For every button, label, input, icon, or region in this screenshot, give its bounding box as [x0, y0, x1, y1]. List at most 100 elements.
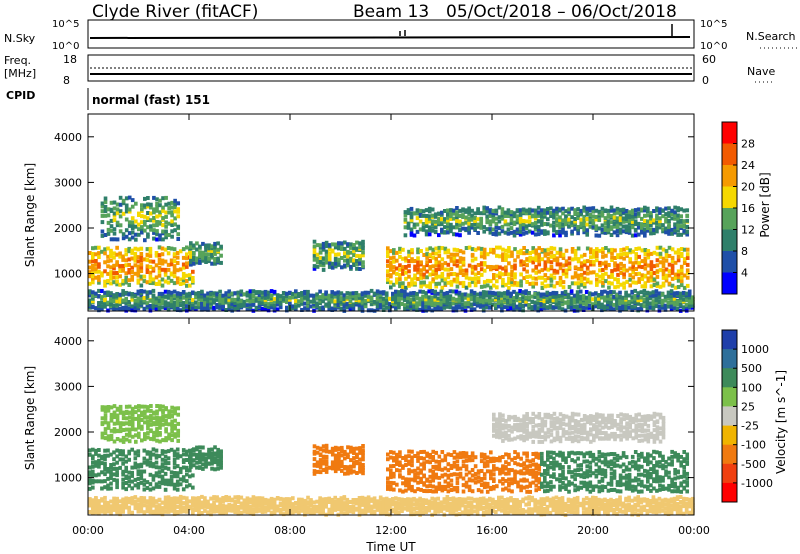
data-cell	[582, 270, 587, 275]
data-cell	[409, 217, 414, 222]
data-cell	[103, 427, 108, 432]
data-cell	[173, 228, 177, 233]
data-cell	[416, 250, 420, 255]
data-cell	[466, 304, 471, 309]
data-cell	[427, 206, 432, 211]
data-cell	[154, 482, 159, 487]
data-cell	[428, 483, 433, 488]
data-cell	[149, 205, 153, 210]
data-cell	[600, 289, 604, 294]
colorbar-tick-label: 12	[741, 224, 755, 237]
data-cell	[537, 246, 542, 251]
data-cell	[118, 438, 123, 443]
data-cell	[430, 295, 435, 300]
data-cell	[115, 262, 119, 267]
data-cell	[485, 220, 490, 225]
data-cell	[127, 268, 132, 272]
data-cell	[531, 276, 536, 281]
data-cell	[148, 487, 153, 492]
data-cell	[178, 308, 183, 313]
data-cell	[140, 424, 144, 429]
data-cell	[167, 434, 171, 439]
data-cell	[543, 222, 547, 226]
data-cell	[573, 488, 577, 493]
data-cell	[518, 219, 523, 224]
data-cell	[431, 472, 436, 476]
data-cell	[398, 284, 402, 289]
data-cell	[115, 406, 120, 411]
nsearch-label: N.Search	[746, 30, 796, 43]
data-cell	[489, 469, 493, 474]
data-cell	[464, 451, 469, 456]
data-cell	[200, 289, 204, 294]
data-cell	[327, 304, 332, 309]
data-cell	[492, 247, 496, 252]
data-cell	[436, 291, 441, 296]
data-cell	[134, 232, 138, 237]
data-cell	[461, 476, 466, 481]
data-cell	[597, 489, 602, 494]
data-cell	[154, 465, 159, 470]
data-cell	[485, 455, 490, 460]
data-cell	[172, 247, 177, 252]
data-cell	[655, 460, 659, 465]
data-cell	[452, 486, 457, 490]
data-cell	[106, 437, 111, 442]
data-cell	[176, 207, 181, 212]
data-cell	[566, 292, 571, 297]
data-cell	[164, 436, 168, 441]
data-cell	[649, 488, 653, 493]
data-cell	[525, 263, 529, 268]
data-cell	[139, 469, 144, 474]
data-cell	[173, 222, 177, 227]
data-cell	[624, 296, 628, 300]
data-cell	[618, 290, 622, 295]
data-cell	[106, 453, 110, 458]
data-cell	[672, 306, 677, 311]
data-cell	[578, 306, 583, 311]
data-cell	[363, 301, 368, 306]
data-cell	[630, 208, 635, 213]
data-cell	[127, 479, 132, 484]
data-cell	[201, 241, 205, 246]
data-cell	[519, 248, 523, 253]
data-cell	[413, 276, 417, 281]
data-cell	[564, 214, 568, 219]
data-cell	[455, 279, 460, 284]
freq-label-line2: [MHz]	[4, 67, 36, 80]
data-cell	[531, 284, 536, 289]
data-cell	[424, 208, 429, 213]
data-cell	[437, 463, 442, 468]
data-cell	[678, 302, 683, 307]
data-cell	[624, 303, 628, 308]
data-cell	[333, 245, 338, 250]
data-cell	[643, 262, 648, 267]
data-cell	[389, 487, 393, 492]
data-cell	[531, 480, 536, 485]
data-cell	[140, 410, 144, 415]
data-cell	[409, 301, 413, 306]
data-cell	[609, 459, 614, 464]
data-cell	[472, 298, 477, 303]
data-cell	[449, 252, 454, 257]
data-cell	[88, 481, 92, 486]
data-cell	[157, 253, 162, 258]
data-cell	[189, 250, 193, 255]
data-cell	[422, 466, 426, 471]
data-cell	[643, 219, 647, 223]
data-cell	[418, 212, 423, 217]
data-cell	[118, 404, 123, 409]
data-cell	[598, 279, 602, 284]
data-cell	[170, 419, 174, 424]
data-cell	[661, 264, 666, 269]
data-cell	[227, 307, 232, 312]
data-cell	[594, 484, 599, 489]
data-cell	[649, 460, 653, 465]
data-cell	[564, 218, 568, 223]
data-cell	[395, 458, 399, 463]
data-cell	[609, 214, 614, 218]
data-cell	[552, 268, 557, 273]
data-cell	[181, 255, 186, 260]
nsearch-tick-top: 10^5	[700, 19, 727, 30]
data-cell	[419, 470, 423, 475]
